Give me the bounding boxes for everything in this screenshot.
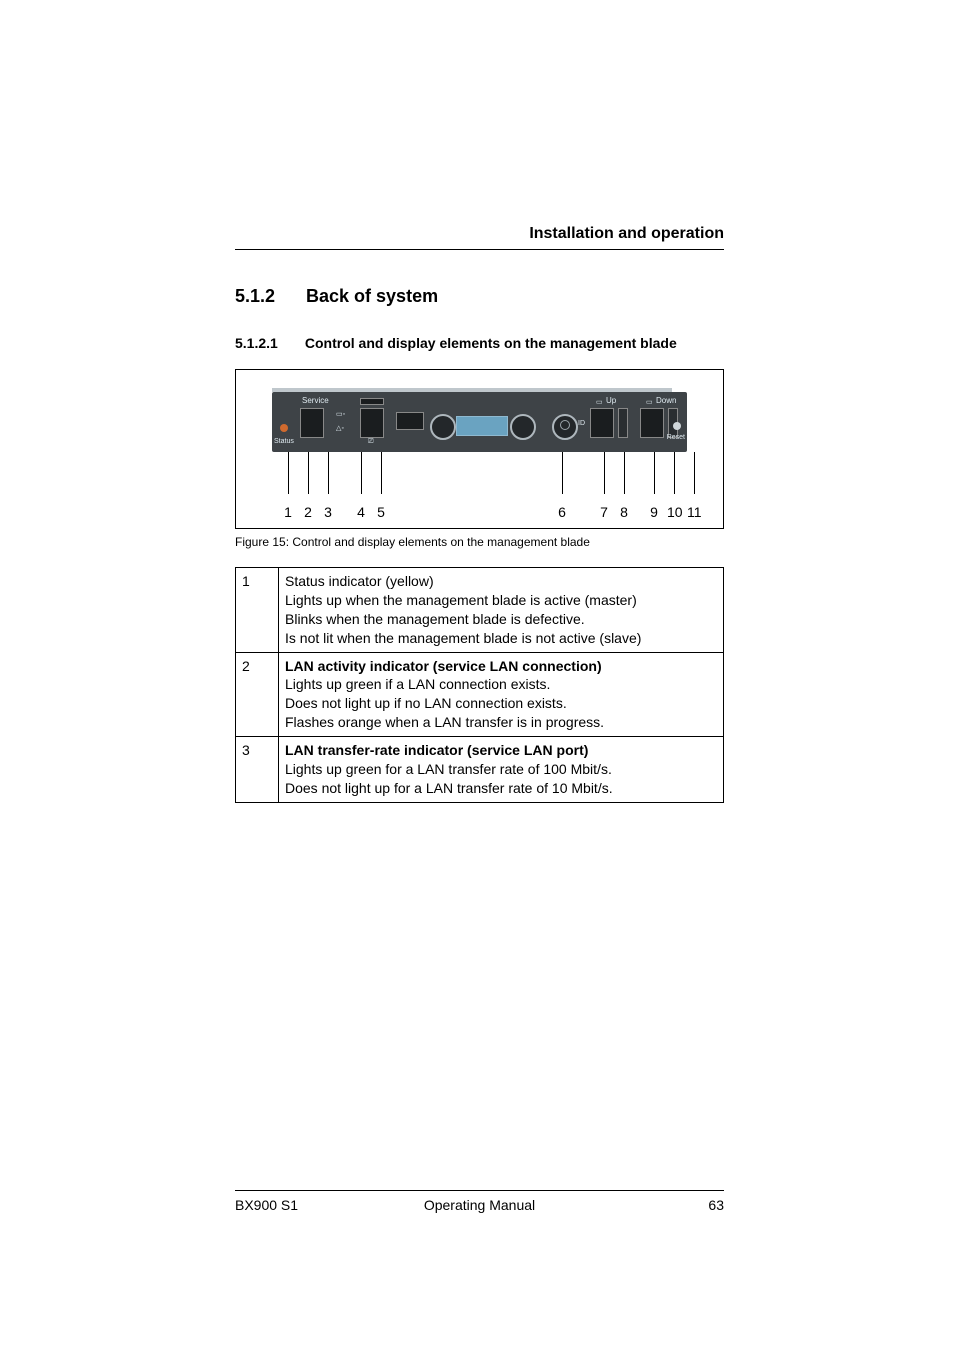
service-label: Service [302,396,329,405]
leader-1 [288,452,289,494]
table-row: 1 Status indicator (yellow) Lights up wh… [236,568,724,653]
id-button-ring-icon [552,414,578,440]
footer-center: Operating Manual [398,1197,561,1213]
row-body: Status indicator (yellow) Lights up when… [279,568,724,653]
row-title: LAN transfer-rate indicator (service LAN… [285,742,588,758]
row-body: LAN activity indicator (service LAN conn… [279,652,724,737]
leader-3 [328,452,329,494]
reset-pinhole-icon [673,422,681,430]
running-header-text: Installation and operation [529,225,724,242]
callout-table: 1 Status indicator (yellow) Lights up wh… [235,567,724,803]
figure-inner: Status Service ▭◦ △◦ ⎚ ID ▭ Up [236,370,723,528]
figure-caption: Figure 15: Control and display elements … [235,535,724,549]
row-line: Is not lit when the management blade is … [285,630,641,646]
leader-7 [604,452,605,494]
section-title: Back of system [306,286,438,306]
lcd-display [456,416,508,436]
row-line: Does not light up for a LAN transfer rat… [285,780,613,796]
leader-2 [308,452,309,494]
status-label: Status [274,438,294,445]
callout-3: 3 [321,504,335,520]
blade-top-strip [272,388,672,392]
row-index: 3 [236,737,279,803]
figure-box: Status Service ▭◦ △◦ ⎚ ID ▭ Up [235,369,724,529]
subsection-heading: 5.1.2.1 Control and display elements on … [235,335,724,351]
footer-right: 63 [561,1197,724,1213]
footer-left: BX900 S1 [235,1197,398,1213]
callout-9: 9 [647,504,661,520]
status-led-icon [280,424,288,432]
leader-11 [694,452,695,494]
row-line: Does not light up if no LAN connection e… [285,695,567,711]
leader-5 [381,452,382,494]
row-line: Blinks when the management blade is defe… [285,611,585,627]
section-heading: 5.1.2 Back of system [235,286,724,307]
uplink-led-col-1 [618,408,628,438]
uplink-port-1 [590,408,614,438]
down-label: Down [656,396,676,405]
serial-port [396,412,424,430]
management-blade: Status Service ▭◦ △◦ ⎚ ID ▭ Up [272,392,687,452]
callout-8: 8 [617,504,631,520]
callout-11: 11 [687,504,701,520]
page-footer: BX900 S1 Operating Manual 63 [235,1190,724,1213]
row-title: LAN activity indicator (service LAN conn… [285,658,602,674]
up-label: Up [606,396,616,405]
callout-7: 7 [597,504,611,520]
callout-1: 1 [281,504,295,520]
running-header: Installation and operation [235,225,724,250]
row-line: Lights up when the management blade is a… [285,592,637,608]
leader-9 [654,452,655,494]
section-number: 5.1.2 [235,286,301,307]
figure-caption-text: Control and display elements on the mana… [292,535,590,549]
figure-caption-prefix: Figure 15: [235,535,289,549]
callout-10: 10 [667,504,681,520]
callout-6: 6 [555,504,569,520]
leader-10 [674,452,675,494]
table-row: 3 LAN transfer-rate indicator (service L… [236,737,724,803]
id-label: ID [578,420,585,427]
row-line: Lights up green if a LAN connection exis… [285,676,550,692]
callout-5: 5 [374,504,388,520]
row-title: Status indicator (yellow) [285,573,434,589]
table-row: 2 LAN activity indicator (service LAN co… [236,652,724,737]
leader-4 [361,452,362,494]
leader-6 [562,452,563,494]
callout-2: 2 [301,504,315,520]
row-index: 1 [236,568,279,653]
service-lan-port [300,408,324,438]
row-index: 2 [236,652,279,737]
row-line: Flashes orange when a LAN transfer is in… [285,714,604,730]
mgmt-lan-port [360,408,384,438]
subsection-title: Control and display elements on the mana… [305,335,677,351]
row-body: LAN transfer-rate indicator (service LAN… [279,737,724,803]
reset-label: Reset [667,434,685,441]
nav-left-ring-icon [430,414,456,440]
subsection-number: 5.1.2.1 [235,335,301,351]
uplink-port-2 [640,408,664,438]
usb-port [360,398,384,405]
nav-right-ring-icon [510,414,536,440]
leader-8 [624,452,625,494]
callout-4: 4 [354,504,368,520]
row-line: Lights up green for a LAN transfer rate … [285,761,612,777]
